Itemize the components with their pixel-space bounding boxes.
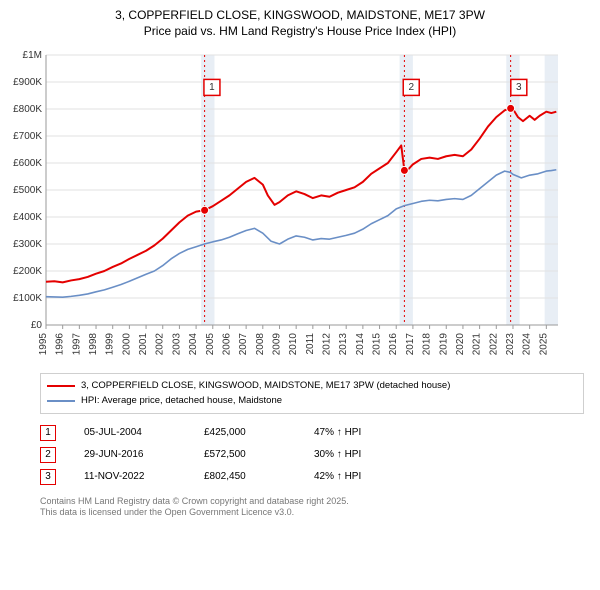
svg-text:£900K: £900K	[13, 77, 42, 88]
svg-text:1: 1	[209, 82, 215, 93]
svg-text:2016: 2016	[388, 333, 399, 356]
svg-text:1995: 1995	[38, 333, 49, 356]
svg-text:£800K: £800K	[13, 104, 42, 115]
svg-text:1996: 1996	[55, 333, 66, 356]
svg-text:£1M: £1M	[23, 50, 42, 61]
sales-row: 1 05-JUL-2004£425,00047% ↑ HPI	[40, 422, 592, 444]
sales-table: 1 05-JUL-2004£425,00047% ↑ HPI 2 29-JUN-201…	[40, 422, 592, 488]
footnote: Contains HM Land Registry data © Crown c…	[40, 496, 592, 519]
svg-text:2006: 2006	[221, 333, 232, 356]
svg-text:2010: 2010	[288, 333, 299, 356]
svg-text:2020: 2020	[455, 333, 466, 356]
svg-text:£0: £0	[31, 320, 43, 331]
svg-text:2024: 2024	[522, 333, 533, 356]
svg-text:2009: 2009	[271, 333, 282, 356]
svg-text:2004: 2004	[188, 333, 199, 356]
title-line-2: Price paid vs. HM Land Registry's House …	[8, 24, 592, 40]
sales-price: £802,450	[204, 471, 314, 482]
svg-text:2018: 2018	[422, 333, 433, 356]
legend-label: 3, COPPERFIELD CLOSE, KINGSWOOD, MAIDSTO…	[81, 378, 450, 393]
sales-pct: 42% ↑ HPI	[314, 471, 414, 482]
chart-container: £0 £100K £200K £300K £400K £500K £600K £700K £80…	[8, 45, 592, 365]
svg-text:2011: 2011	[305, 333, 316, 355]
legend: 3, COPPERFIELD CLOSE, KINGSWOOD, MAIDSTO…	[40, 373, 584, 413]
sales-date: 11-NOV-2022	[84, 471, 204, 482]
legend-row: HPI: Average price, detached house, Maid…	[47, 393, 577, 408]
svg-text:2022: 2022	[488, 333, 499, 356]
sales-pct: 30% ↑ HPI	[314, 449, 414, 460]
svg-text:2: 2	[408, 82, 414, 93]
svg-text:£200K: £200K	[13, 266, 42, 277]
legend-swatch	[47, 400, 75, 402]
svg-text:2008: 2008	[255, 333, 266, 356]
sales-date: 05-JUL-2004	[84, 427, 204, 438]
svg-text:2007: 2007	[238, 333, 249, 356]
legend-swatch	[47, 385, 75, 387]
svg-text:1997: 1997	[71, 333, 82, 356]
sales-price: £425,000	[204, 427, 314, 438]
price-chart: £0 £100K £200K £300K £400K £500K £600K £700K £80…	[8, 45, 568, 365]
svg-text:1999: 1999	[105, 333, 116, 356]
sales-marker: 2	[40, 447, 56, 463]
svg-text:2000: 2000	[121, 333, 132, 356]
svg-text:2015: 2015	[372, 333, 383, 356]
svg-text:£600K: £600K	[13, 158, 42, 169]
svg-text:2005: 2005	[205, 333, 216, 356]
svg-text:2017: 2017	[405, 333, 416, 356]
svg-text:2002: 2002	[155, 333, 166, 356]
sales-price: £572,500	[204, 449, 314, 460]
svg-text:£100K: £100K	[13, 293, 42, 304]
svg-text:£500K: £500K	[13, 185, 42, 196]
svg-text:2001: 2001	[138, 333, 149, 356]
title-line-1: 3, COPPERFIELD CLOSE, KINGSWOOD, MAIDSTO…	[8, 8, 592, 24]
svg-text:£400K: £400K	[13, 212, 42, 223]
svg-text:2025: 2025	[538, 333, 549, 356]
footnote-line-2: This data is licensed under the Open Gov…	[40, 507, 592, 519]
sales-date: 29-JUN-2016	[84, 449, 204, 460]
svg-text:£700K: £700K	[13, 131, 42, 142]
sales-marker: 3	[40, 469, 56, 485]
svg-text:2013: 2013	[338, 333, 349, 356]
svg-text:2023: 2023	[505, 333, 516, 356]
chart-title-block: 3, COPPERFIELD CLOSE, KINGSWOOD, MAIDSTO…	[8, 8, 592, 39]
svg-text:3: 3	[516, 82, 522, 93]
sales-marker: 1	[40, 425, 56, 441]
sales-row: 3 11-NOV-2022£802,45042% ↑ HPI	[40, 466, 592, 488]
legend-label: HPI: Average price, detached house, Maid…	[81, 393, 282, 408]
svg-text:2021: 2021	[472, 333, 483, 356]
svg-text:2003: 2003	[171, 333, 182, 356]
svg-text:2019: 2019	[438, 333, 449, 356]
sales-pct: 47% ↑ HPI	[314, 427, 414, 438]
svg-text:2012: 2012	[322, 333, 333, 356]
footnote-line-1: Contains HM Land Registry data © Crown c…	[40, 496, 592, 508]
svg-text:2014: 2014	[355, 333, 366, 356]
svg-text:£300K: £300K	[13, 239, 42, 250]
legend-row: 3, COPPERFIELD CLOSE, KINGSWOOD, MAIDSTO…	[47, 378, 577, 393]
sales-row: 2 29-JUN-2016£572,50030% ↑ HPI	[40, 444, 592, 466]
svg-text:1998: 1998	[88, 333, 99, 356]
